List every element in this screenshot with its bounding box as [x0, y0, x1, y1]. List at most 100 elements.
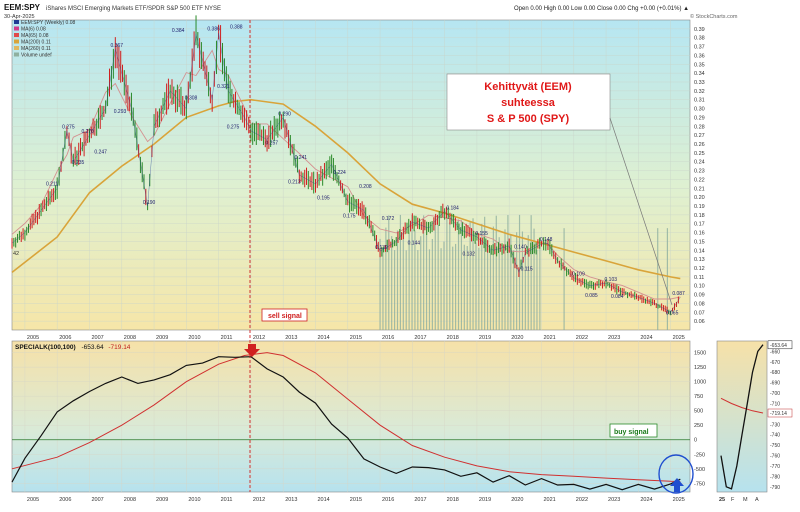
- price-y-tick: 0.21: [694, 186, 705, 192]
- point-label: 0.213: [288, 180, 301, 186]
- ind-x-tick: 2010: [188, 497, 200, 503]
- point-label: 0.257: [266, 141, 279, 147]
- price-y-tick: 0.39: [694, 27, 705, 33]
- price-x-tick: 2018: [447, 335, 459, 341]
- price-y-tick: 0.24: [694, 160, 705, 166]
- inset-signal-line: [720, 397, 764, 414]
- ma-mid-line: [11, 49, 681, 300]
- price-x-tick: 2013: [285, 335, 297, 341]
- point-label: 0.321: [217, 84, 230, 90]
- price-x-tick: 2012: [253, 335, 265, 341]
- point-label: 0.275: [227, 125, 240, 131]
- legend-label: MA(65) 0.08: [21, 33, 49, 39]
- point-label: 0.139: [375, 245, 388, 251]
- price-y-tick: 0.16: [694, 231, 705, 237]
- point-label: 0.241: [295, 155, 308, 161]
- header-symbol: EEM:SPY: [4, 3, 41, 12]
- point-labels: 0.211 0.275 0.235 0.270 0.247 0.367 0.293 0.190…: [46, 25, 685, 317]
- indicator-label: SPECIALK(100,100) -653.64 -719.14: [15, 344, 131, 351]
- buy-signal-label: buy signal: [614, 429, 649, 436]
- price-x-tick: 2005: [27, 335, 39, 341]
- ind-y-tick: -750: [694, 481, 705, 487]
- point-label: 0.144: [408, 241, 421, 247]
- ind-x-tick: 2013: [285, 497, 297, 503]
- price-x-tick: 2014: [317, 335, 329, 341]
- price-x-tick: 2006: [59, 335, 71, 341]
- legend-swatch: [14, 33, 19, 37]
- price-y-tick: 0.27: [694, 133, 705, 139]
- price-x-tick: 2011: [221, 335, 233, 341]
- point-label: 0.211: [46, 181, 58, 187]
- price-y-tick: 0.13: [694, 257, 705, 263]
- legend-label: Volume undef: [21, 53, 52, 59]
- point-label: 0.109: [572, 272, 585, 278]
- ind-x-tick: 2025: [673, 497, 685, 503]
- point-label: 0.184: [446, 205, 459, 211]
- inset-y-tick: -780: [770, 474, 780, 480]
- point-label: 0.155: [475, 231, 488, 237]
- ind-y-tick: 1000: [694, 380, 706, 386]
- inset-y-tick: -653.64: [770, 343, 787, 349]
- point-label: 0.367: [111, 43, 124, 49]
- inset-x-tick: M: [743, 497, 748, 503]
- point-label: 0.140: [514, 244, 527, 250]
- watermark: © StockCharts.com: [690, 13, 738, 20]
- inset-y-tick: -750: [770, 443, 780, 449]
- ind-y-tick: 250: [694, 423, 703, 429]
- price-y-tick: 0.22: [694, 177, 705, 183]
- ind-x-tick: 2017: [414, 497, 426, 503]
- price-y-tick: 0.07: [694, 310, 705, 316]
- price-x-tick: 2021: [543, 335, 555, 341]
- price-x-tick: 2022: [576, 335, 588, 341]
- inset-y-tick: -719.14: [770, 411, 787, 417]
- inset-y-tick: -660: [770, 349, 780, 355]
- legend-swatch: [14, 39, 19, 44]
- inset-y-tick: -770: [770, 464, 780, 470]
- legend-swatch: [14, 52, 19, 57]
- ind-y-tick: -500: [694, 467, 705, 473]
- ind-x-tick: 2016: [382, 497, 394, 503]
- inset-value-box: [767, 340, 793, 350]
- price-y-tick: 0.14: [694, 248, 705, 254]
- price-y-tick: 0.12: [694, 266, 705, 272]
- indicator-value-a: -653.64: [82, 344, 104, 351]
- ind-x-tick: 2007: [91, 497, 103, 503]
- price-y-tick: 0.26: [694, 142, 705, 148]
- axes: 0.39 0.38 0.37 0.36 0.35 0.34 0.33 0.32 0.31 0.30…: [13, 27, 793, 503]
- point-label: 0.132: [462, 251, 475, 257]
- point-label: 0.115: [521, 266, 533, 272]
- price-line: [11, 33, 681, 313]
- point-label: 0.308: [185, 95, 198, 101]
- ind-x-tick: 2014: [317, 497, 329, 503]
- price-y-tick: 0.34: [694, 71, 705, 77]
- indicator-name: SPECIALK(100,100): [15, 344, 76, 351]
- legend-swatch: [14, 46, 19, 50]
- point-label: 0.247: [94, 150, 107, 156]
- header-date: 30-Apr-2025: [4, 14, 35, 20]
- series: [11, 15, 764, 491]
- point-label: 0.087: [672, 291, 685, 297]
- point-label: 0.175: [343, 213, 356, 219]
- point-label: 0.065: [666, 311, 679, 317]
- point-label: 0.190: [143, 200, 156, 206]
- inset-x-tick: F: [731, 497, 735, 503]
- buy-signal-circle: [658, 454, 694, 494]
- inset-y-tick: -760: [770, 454, 780, 460]
- annotation-box: [446, 73, 611, 131]
- legend-label: EEM:SPY (Weekly) 0.08: [21, 20, 75, 26]
- ind-x-tick: 2024: [640, 497, 652, 503]
- inset-y-tick: -730: [770, 422, 780, 428]
- inset-y-tick: -690: [770, 381, 780, 387]
- point-label: 0.293: [114, 109, 127, 115]
- legend-label: MA(200) 0.11: [21, 40, 51, 46]
- price-y-tick: 0.35: [694, 62, 705, 68]
- inset-y-tick: -670: [770, 360, 780, 366]
- header-ohlc: Open 0.00 High 0.00 Low 0.00 Close 0.00 …: [514, 6, 689, 12]
- price-y-tick: 0.37: [694, 45, 705, 51]
- ind-x-tick: 2018: [447, 497, 459, 503]
- price-y-tick: 0.38: [694, 36, 705, 42]
- price-y-tick: 0.18: [694, 213, 705, 219]
- ind-y-tick: 1500: [694, 351, 706, 357]
- volume-bars: [379, 214, 669, 330]
